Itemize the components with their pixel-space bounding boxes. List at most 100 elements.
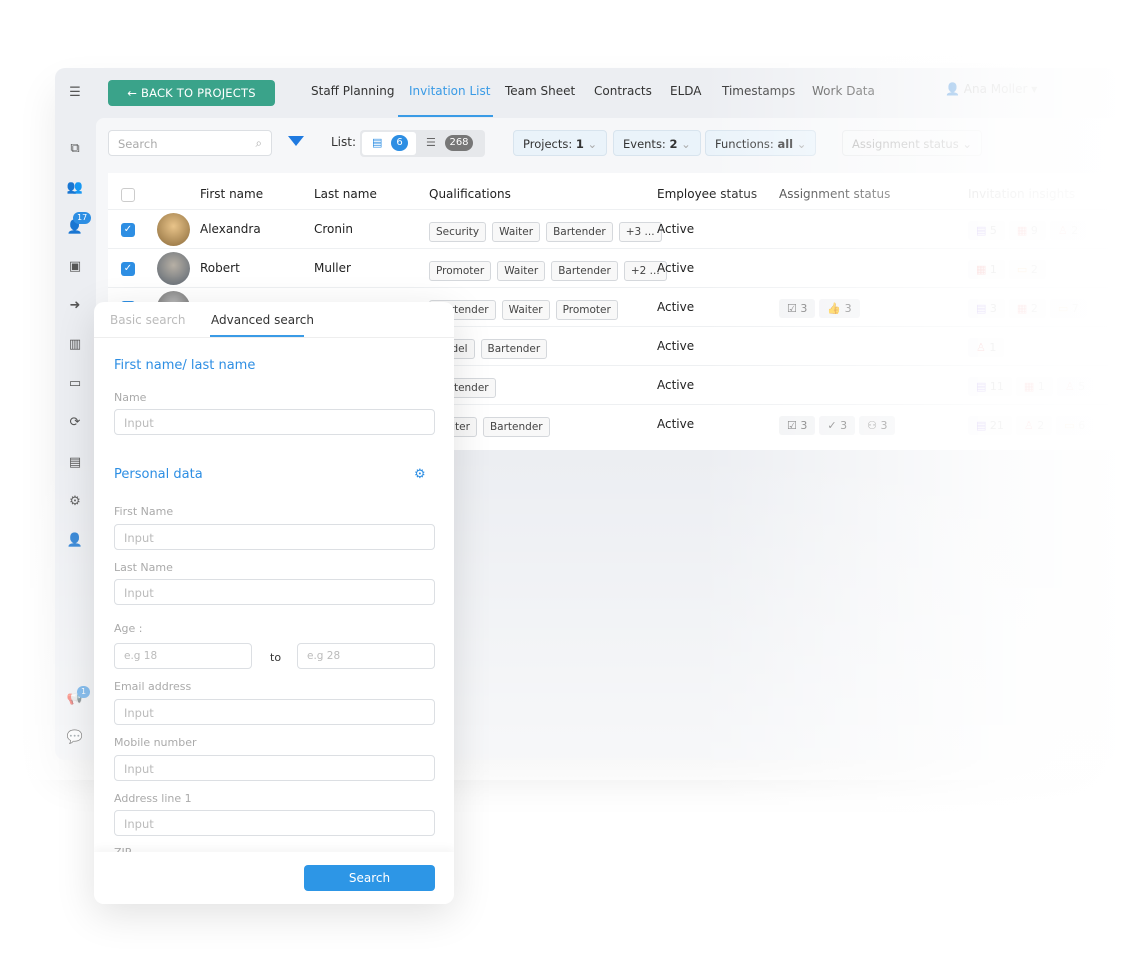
functions-filter[interactable]: Functions: all ⌄ [705,130,817,156]
tab-team-sheet[interactable]: Team Sheet [505,84,576,98]
header-assignment-status[interactable]: Assignment status [779,187,891,201]
events-label: Events: [623,137,666,151]
invitation-insights: ♙ 1 [968,336,1008,357]
assignment-pill: ⚇ 3 [859,416,896,435]
header-first-name[interactable]: First name [200,187,264,201]
settings-gear-icon[interactable]: ⚙ [414,467,426,482]
qualification-tag: Bartender [551,261,618,281]
table-row[interactable]: ✓ Robert Muller Promoter Waiter Bartender +2 .… [108,248,1108,287]
tab-elda[interactable]: ELDA [670,84,702,98]
insight-pill: ▦ 1 [968,260,1005,279]
sidebar: ☰ ⧉ 👥 👤 17 ▣ ➜ ▥ ▭ ⟳ ▤ ⚙ 👤 📢 1 💬 [55,68,95,760]
projects-filter[interactable]: Projects: 1 ⌄ [513,130,608,156]
team-icon[interactable]: 👥 [66,180,84,195]
tab-invitation-list[interactable]: Invitation List [409,84,491,98]
invitation-insights: ▤ 3 ▦ 2 ▭ 7 [968,297,1091,318]
functions-value: all [777,137,794,151]
list-icon[interactable]: ☰ [426,136,436,149]
qualification-tag: Waiter [492,222,541,242]
events-filter[interactable]: Events: 2 ⌄ [613,130,701,156]
search-button[interactable]: Search [304,865,435,891]
tab-work-data[interactable]: Work Data [812,84,875,98]
age-to-label: to [270,651,282,664]
tab-timestamps[interactable]: Timestamps [722,84,796,98]
functions-label: Functions: [715,137,774,151]
sync-icon[interactable]: ⟳ [69,415,81,430]
insight-count: 21 [989,419,1004,432]
staff-badge: 17 [73,212,92,224]
user-settings-icon[interactable]: 👤 [66,533,84,548]
invitation-insights: ▦ 1 ▭ 2 [968,258,1050,279]
insight-icon: ▭ [1064,419,1075,432]
age-to-input[interactable]: e.g 28 [297,643,435,669]
row-checkbox[interactable]: ✓ [121,223,135,237]
assignment-icon: ✓ [827,419,837,432]
user-icon: 👤 [945,82,960,96]
email-input[interactable]: Input [114,699,435,725]
assignment-count: 3 [800,419,808,432]
insight-count: 2 [1030,302,1038,315]
row-checkbox[interactable]: ✓ [121,262,135,276]
qualifications: Promoter Waiter Bartender +2 ... [429,259,673,281]
invitation-insights: ▤ 21 ♙ 2 ▭ 6 [968,414,1097,435]
mobile-input[interactable]: Input [114,755,435,781]
back-to-projects-button[interactable]: ← BACK TO PROJECTS [108,80,275,106]
menu-icon[interactable]: ☰ [69,85,81,100]
selected-list-option[interactable]: ▤ 6 [362,132,416,155]
first-name-input[interactable]: Input [114,524,435,550]
address-input[interactable]: Input [114,810,435,836]
active-tab-indicator [210,335,304,337]
insight-count: 2 [1037,419,1045,432]
user-menu[interactable]: 👤 Ana Moller ▾ [945,82,1038,96]
employee-status: Active [657,378,695,392]
insight-icon: ♙ [1064,380,1075,393]
tab-staff-planning[interactable]: Staff Planning [311,84,395,98]
name-input[interactable]: Input [114,409,435,435]
table-row[interactable]: ✓ Alexandra Cronin Security Waiter Bartender +… [108,209,1108,248]
header-employee-status[interactable]: Employee status [657,187,758,201]
qualifications: Security Waiter Bartender +3 ... [429,220,668,242]
tab-divider [94,337,454,338]
invitation-insights: ▤ 5 ▦ 9 ♙ 2 [968,219,1090,240]
filter-icon[interactable] [288,136,304,146]
search-input[interactable]: Search ⌕ [108,130,272,156]
tab-advanced-search[interactable]: Advanced search [211,313,314,327]
qualification-tag: Promoter [555,300,618,320]
user-name: Ana Moller [963,82,1028,96]
assignment-pill: 👍 3 [819,299,860,318]
document-icon[interactable]: ▤ [68,455,82,470]
insight-icon: ▦ [1016,224,1028,237]
tab-basic-search[interactable]: Basic search [110,313,186,327]
tab-contracts[interactable]: Contracts [594,84,652,98]
assignment-count: 3 [840,419,848,432]
sign-in-icon[interactable]: ➜ [69,298,81,313]
list-toggle[interactable]: ▤ 6 ☰ 268 [360,130,485,157]
chat-icon[interactable]: 💬 [66,730,84,745]
assignment-status-filter[interactable]: Assignment status ⌄ [842,130,982,156]
insight-icon: ▭ [1016,263,1028,276]
money-icon[interactable]: ▭ [68,376,82,391]
employee-status: Active [657,300,695,314]
assignment-pill: ☑ 3 [779,299,816,318]
gear-icon[interactable]: ⚙ [69,494,81,509]
calendar-check-icon[interactable]: ▣ [68,259,82,274]
header-qualifications[interactable]: Qualifications [429,187,511,201]
insight-count: 5 [989,224,997,237]
first-name: Alexandra [200,222,261,236]
select-all-checkbox[interactable] [121,188,135,202]
org-chart-icon[interactable]: ⧉ [70,141,80,156]
last-name: Muller [314,261,351,275]
building-icon[interactable]: ▥ [68,337,82,352]
insight-count: 2 [1071,224,1079,237]
qualification-tag: Bartender [480,339,548,359]
header-last-name[interactable]: Last name [314,187,377,201]
insight-pill: ▦ 1 [1015,377,1053,396]
insight-count: 1 [1037,380,1045,393]
assignment-status: ☑ 3 ✓ 3 ⚇ 3 [779,414,899,435]
invitation-insights: ▤ 11 ▦ 1 ♙ 5 [968,375,1097,396]
last-name-input[interactable]: Input [114,579,435,605]
section-name: First name/ last name [114,358,256,373]
insight-icon: ▤ [976,224,987,237]
age-from-input[interactable]: e.g 18 [114,643,252,669]
header-invitation-insights[interactable]: Invitation insights [968,187,1076,201]
